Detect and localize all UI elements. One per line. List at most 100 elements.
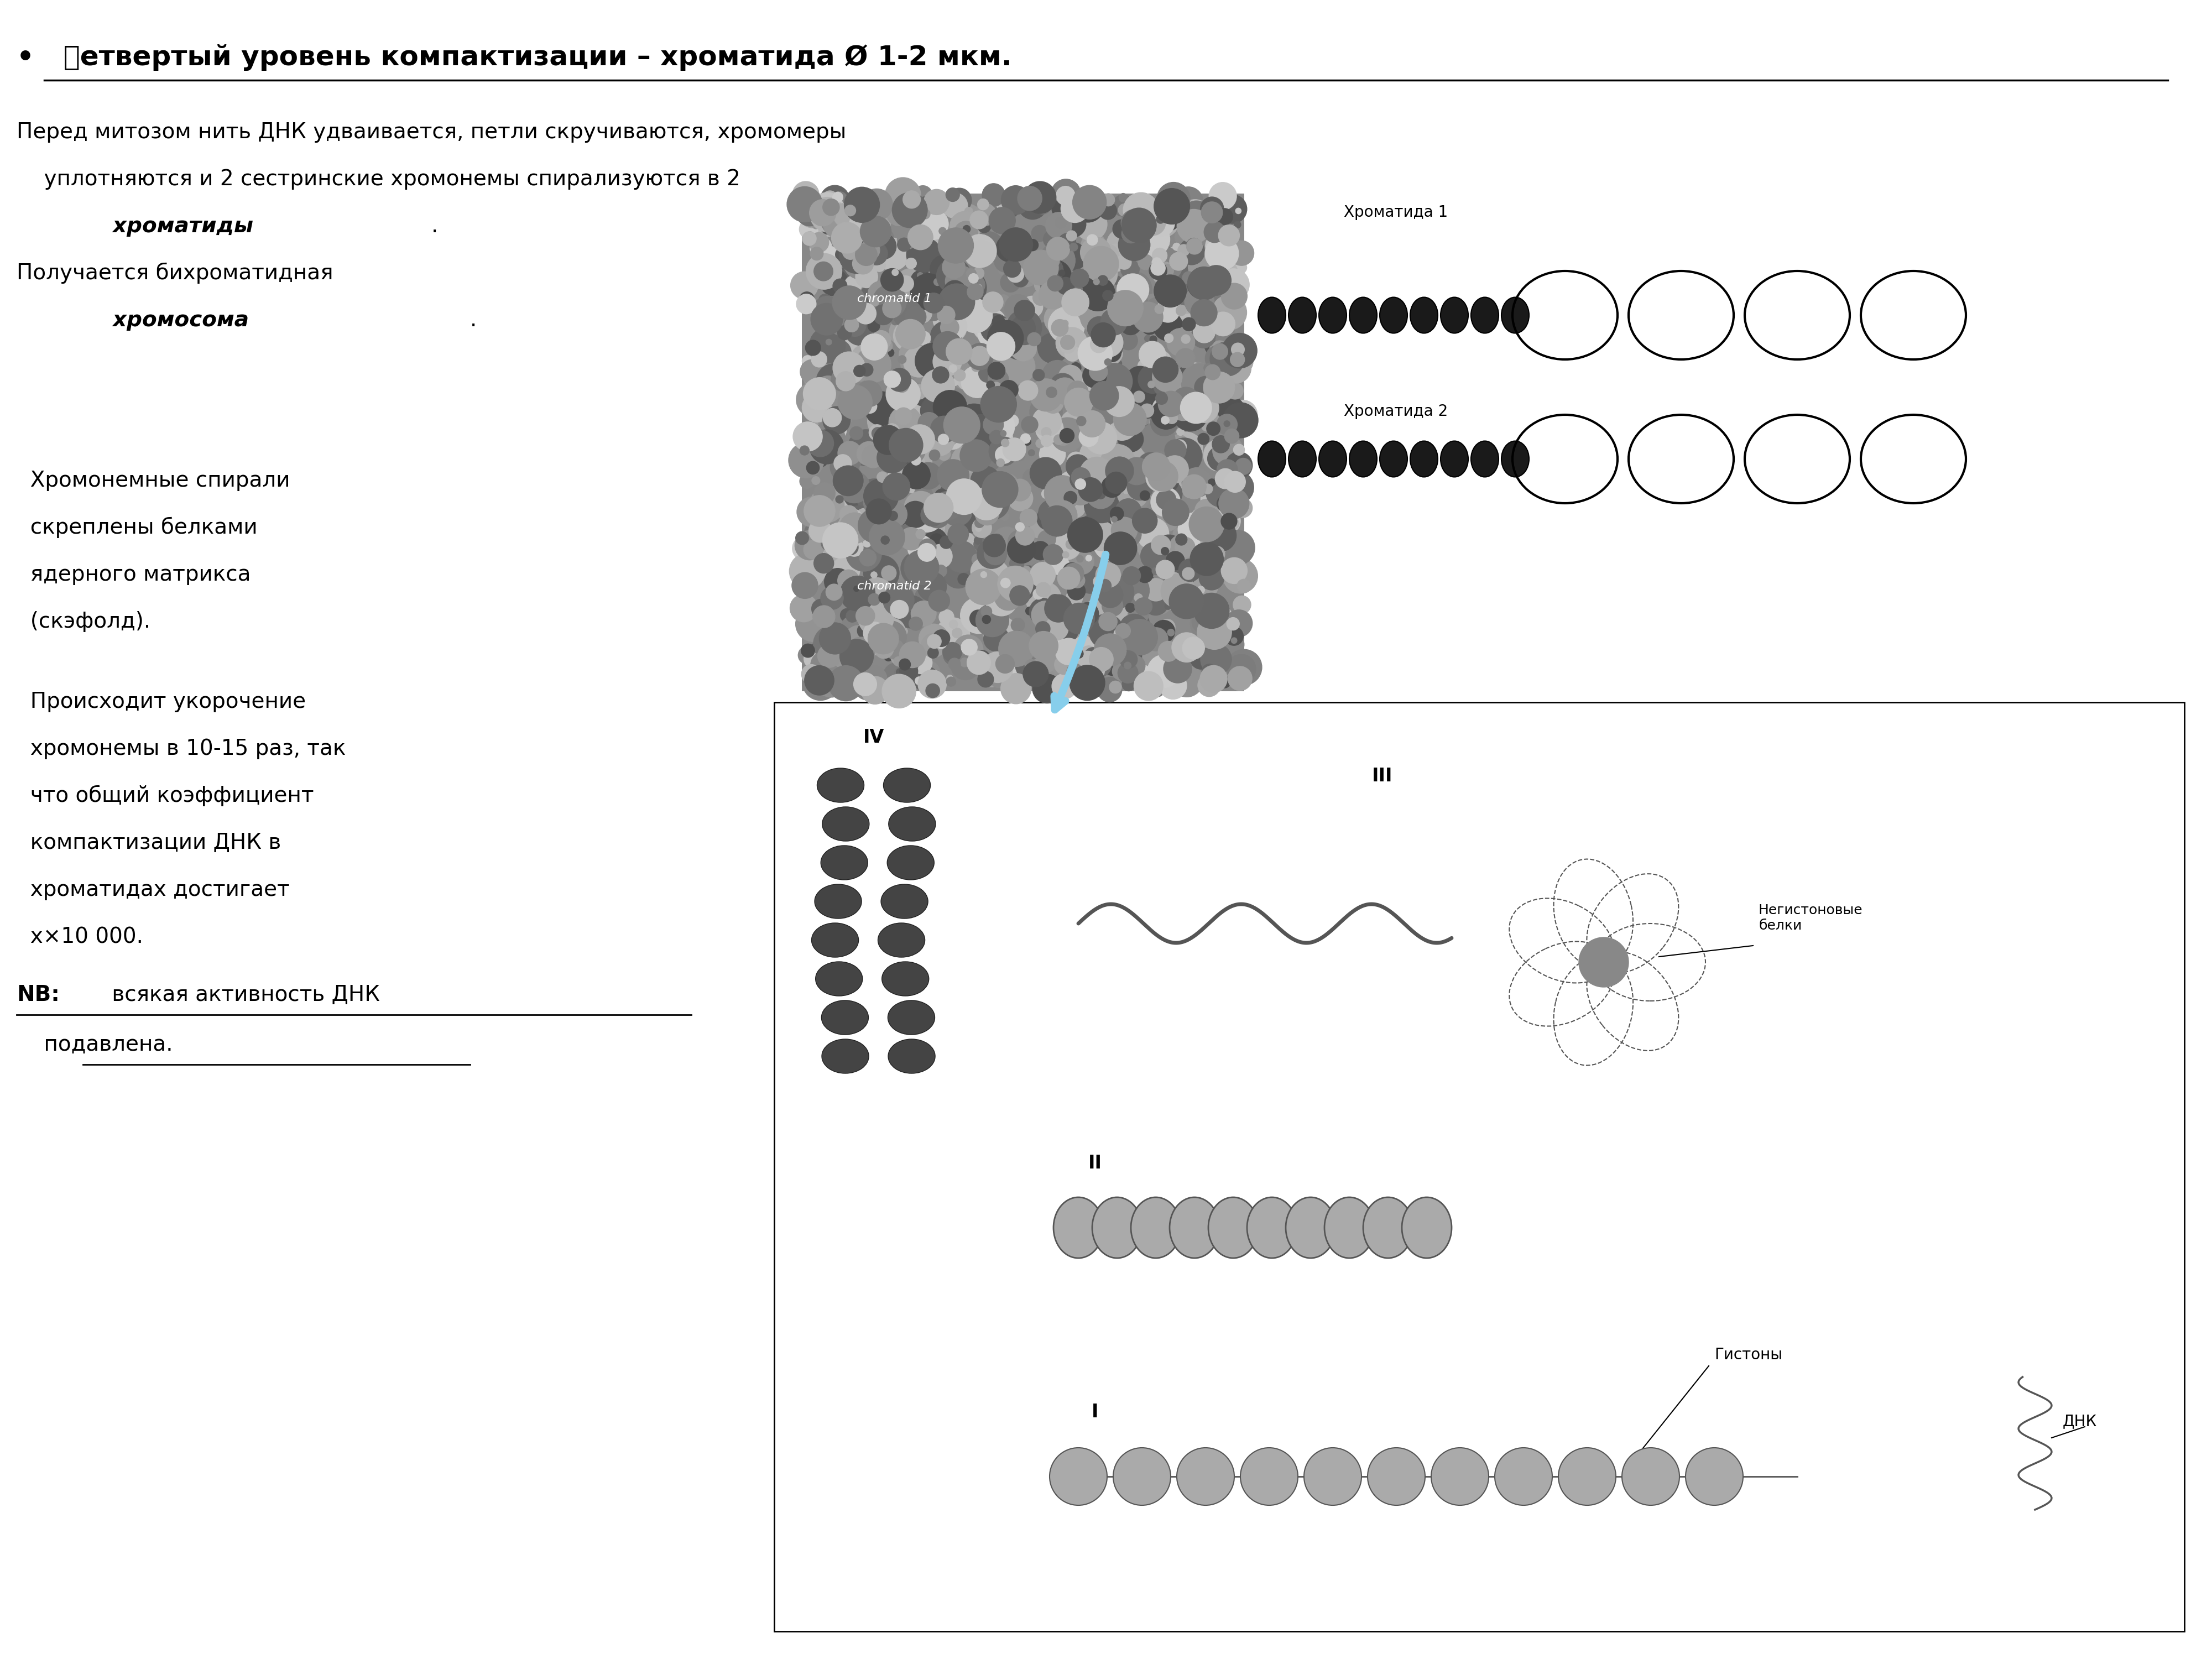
Circle shape [1155,378,1170,395]
Circle shape [1071,468,1093,491]
Circle shape [1079,277,1115,310]
Circle shape [1082,234,1106,259]
Circle shape [1210,546,1225,562]
Circle shape [1064,345,1073,353]
Ellipse shape [1208,1198,1259,1258]
Circle shape [805,340,821,355]
Circle shape [872,572,878,577]
Ellipse shape [1259,441,1285,478]
Circle shape [1013,270,1029,287]
Circle shape [993,251,1018,272]
Circle shape [1150,262,1168,280]
Ellipse shape [1502,297,1528,333]
Circle shape [1088,606,1097,614]
Circle shape [958,370,978,390]
Circle shape [816,363,852,400]
Circle shape [1179,199,1212,232]
Text: .: . [431,216,438,237]
Circle shape [1152,237,1166,252]
Circle shape [889,428,922,463]
Circle shape [1133,392,1146,403]
Circle shape [1181,567,1194,579]
Circle shape [1020,392,1029,398]
Circle shape [1113,1448,1170,1505]
Circle shape [799,647,816,664]
Circle shape [838,385,872,420]
Circle shape [1203,440,1237,471]
Circle shape [1044,476,1079,511]
Circle shape [845,315,876,345]
Circle shape [874,259,885,272]
Circle shape [810,652,838,679]
Circle shape [984,236,993,244]
Ellipse shape [1349,297,1376,333]
Text: Гистоны: Гистоны [1714,1347,1783,1362]
Circle shape [947,187,960,201]
Circle shape [1077,659,1091,672]
Circle shape [1055,295,1086,325]
Circle shape [1188,270,1217,299]
Circle shape [1000,645,1018,662]
Circle shape [1161,290,1177,305]
Circle shape [825,569,852,596]
Circle shape [823,523,858,557]
Circle shape [830,453,858,481]
Circle shape [1159,640,1179,662]
Circle shape [914,486,933,504]
Circle shape [1225,471,1245,493]
Circle shape [898,237,911,252]
Circle shape [964,483,973,489]
Circle shape [1188,267,1221,300]
Circle shape [843,236,867,260]
Circle shape [858,269,889,300]
Circle shape [867,624,898,654]
Circle shape [1064,649,1073,657]
Circle shape [1013,300,1035,320]
Circle shape [1062,625,1077,640]
Circle shape [1139,365,1168,393]
Circle shape [900,461,933,494]
Circle shape [1159,672,1186,698]
Circle shape [936,259,971,294]
Circle shape [1068,194,1079,204]
Text: Негистоновые
белки: Негистоновые белки [1759,904,1863,932]
Circle shape [889,411,914,436]
Circle shape [1234,458,1252,474]
Circle shape [982,448,989,455]
Circle shape [847,662,876,692]
Circle shape [1135,675,1141,682]
Circle shape [949,282,956,290]
Circle shape [936,617,969,652]
Circle shape [1095,465,1121,491]
Circle shape [841,576,876,611]
Circle shape [1234,221,1241,229]
Circle shape [925,516,953,544]
Circle shape [1139,358,1150,370]
Circle shape [967,343,993,370]
Circle shape [1206,478,1237,508]
Circle shape [1024,438,1031,445]
Circle shape [1091,337,1106,353]
Circle shape [1170,252,1188,270]
Circle shape [1053,493,1060,499]
Circle shape [1079,428,1099,446]
Circle shape [1144,297,1175,327]
Circle shape [1188,378,1201,392]
Circle shape [978,365,995,382]
Circle shape [812,352,827,367]
Circle shape [1208,237,1234,265]
Circle shape [1035,582,1051,597]
Circle shape [1073,342,1086,355]
Circle shape [1033,406,1062,436]
Circle shape [951,629,962,639]
Text: I: I [1091,1404,1099,1422]
Circle shape [1228,667,1252,690]
Circle shape [858,401,869,413]
Circle shape [925,493,953,523]
Circle shape [1046,484,1082,519]
Circle shape [1217,460,1237,479]
Circle shape [1115,499,1141,524]
Circle shape [1221,513,1237,529]
Circle shape [1121,260,1139,279]
Circle shape [1035,275,1053,294]
